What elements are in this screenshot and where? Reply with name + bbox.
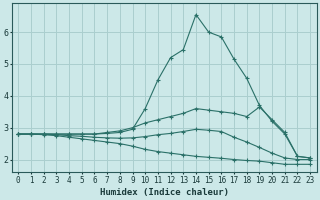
X-axis label: Humidex (Indice chaleur): Humidex (Indice chaleur) [100,188,229,197]
